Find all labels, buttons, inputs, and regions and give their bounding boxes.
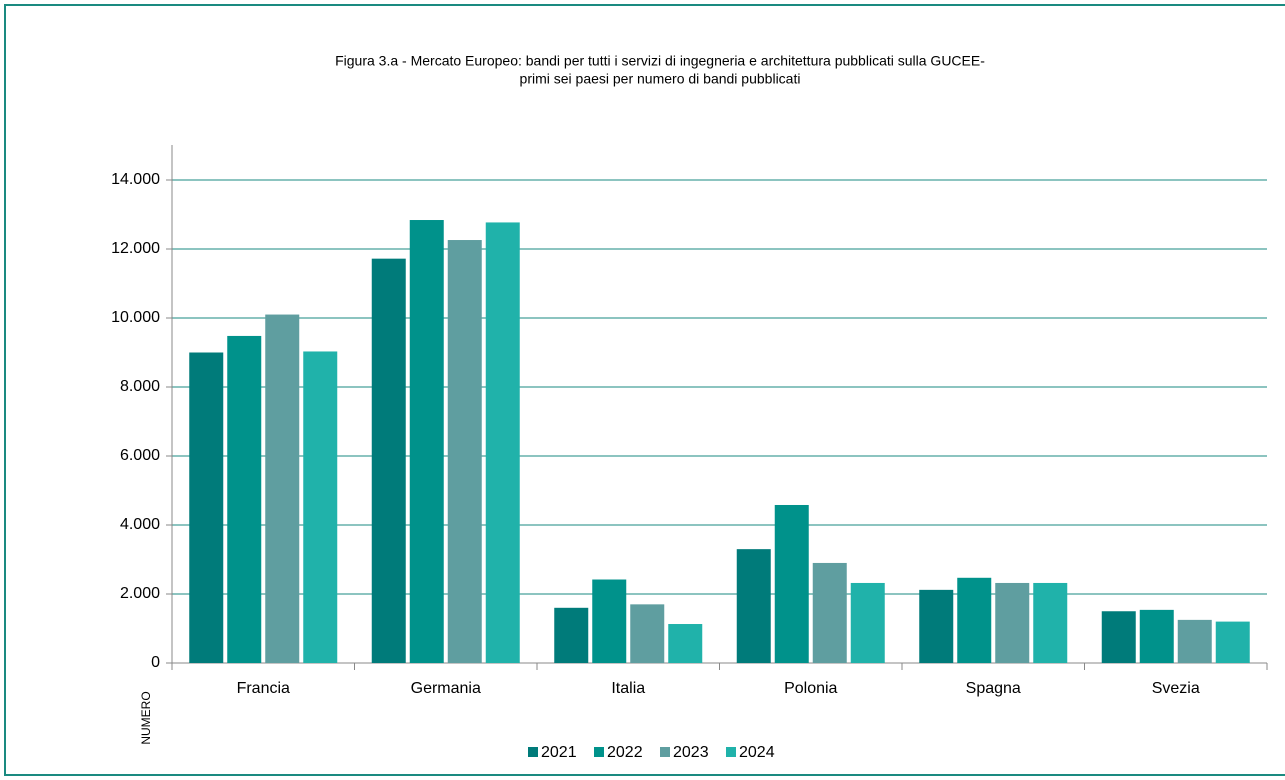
bar: [668, 624, 703, 663]
bar: [485, 222, 520, 663]
bar: [227, 335, 262, 663]
legend-label: 2024: [739, 744, 775, 761]
legend-swatch: [528, 747, 538, 757]
bar: [554, 607, 589, 663]
x-tick-label: Svezia: [1152, 680, 1200, 697]
y-tick-label: 2.000: [120, 585, 160, 602]
x-tick-label: Spagna: [966, 680, 1021, 697]
x-tick-label: Polonia: [784, 680, 837, 697]
y-tick-label: 14.000: [111, 171, 160, 188]
bar: [850, 582, 885, 663]
bar: [1139, 609, 1174, 663]
y-axis-label: NUMERO: [139, 691, 153, 744]
bar: [303, 351, 338, 663]
bar: [736, 549, 771, 663]
bar: [812, 562, 847, 663]
bar: [957, 577, 992, 663]
y-tick-label: 8.000: [120, 378, 160, 395]
x-tick-label: Francia: [237, 680, 290, 697]
y-tick-label: 12.000: [111, 240, 160, 257]
y-tick-label: 10.000: [111, 309, 160, 326]
bar: [265, 314, 300, 663]
chart-title: primi sei paesi per numero di bandi pubb…: [520, 71, 801, 87]
bar: [1033, 582, 1068, 663]
bar: [630, 604, 665, 663]
y-tick-label: 6.000: [120, 447, 160, 464]
x-tick-label: Italia: [611, 680, 645, 697]
bar: [592, 579, 627, 663]
bar: [995, 582, 1030, 663]
y-tick-label: 0: [151, 654, 160, 671]
bar: [409, 220, 444, 663]
legend-swatch: [594, 747, 604, 757]
bar: [919, 589, 954, 663]
legend-swatch: [726, 747, 736, 757]
legend-label: 2021: [541, 744, 577, 761]
x-tick-label: Germania: [411, 680, 481, 697]
legend-label: 2022: [607, 744, 643, 761]
bar: [1215, 621, 1250, 663]
bar: [1101, 611, 1136, 663]
bar: [1177, 619, 1212, 663]
y-tick-label: 4.000: [120, 516, 160, 533]
legend-swatch: [660, 747, 670, 757]
bar: [774, 504, 809, 663]
bar: [189, 352, 224, 663]
bar: [371, 258, 406, 663]
bar: [447, 240, 482, 663]
chart-title: Figura 3.a - Mercato Europeo: bandi per …: [335, 53, 985, 69]
legend-label: 2023: [673, 744, 709, 761]
